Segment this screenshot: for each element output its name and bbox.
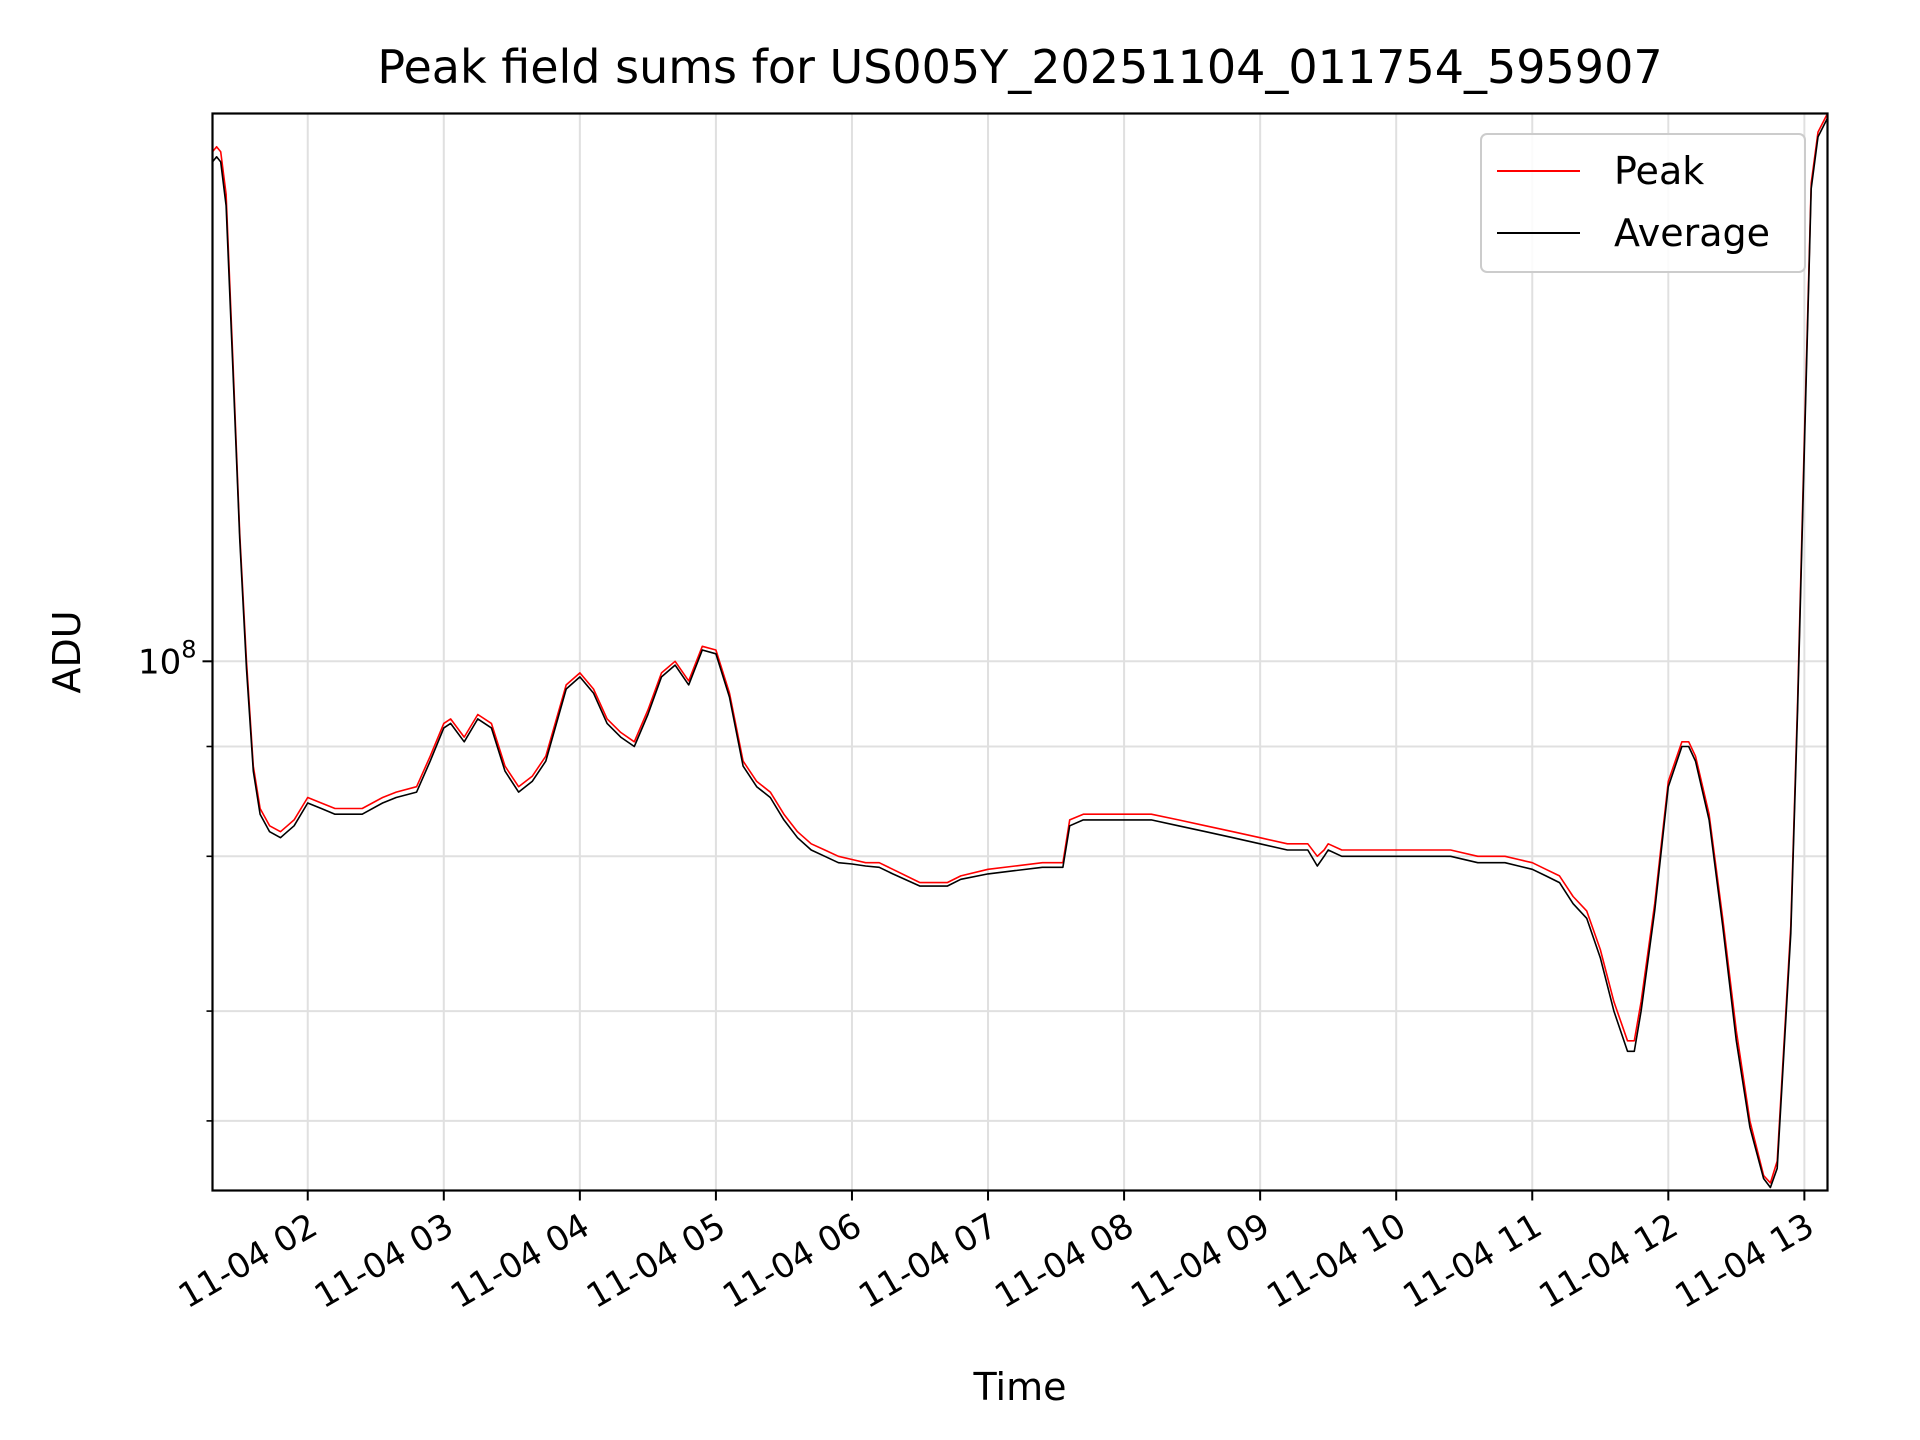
x-tick-label: 11-04 12 <box>1532 1206 1684 1317</box>
series-line-peak <box>211 113 1829 1184</box>
series-line-average <box>211 117 1829 1189</box>
legend-frame <box>1480 133 1806 273</box>
legend-label-peak: Peak <box>1614 149 1704 193</box>
x-tick-label: 11-04 10 <box>1260 1206 1412 1317</box>
x-tick-label: 11-04 11 <box>1396 1206 1548 1317</box>
series-lines <box>211 113 1829 1189</box>
plot-frame <box>211 112 1829 1192</box>
x-tick-label: 11-04 02 <box>172 1206 324 1317</box>
x-axis-label: Time <box>973 1365 1067 1409</box>
y-tick-label: 108 <box>138 635 197 682</box>
chart-title: Peak field sums for US005Y_20251104_0117… <box>377 40 1662 94</box>
x-tick-label: 11-04 06 <box>716 1206 868 1317</box>
x-tick-label: 11-04 13 <box>1668 1206 1820 1317</box>
x-tick-label: 11-04 03 <box>308 1206 460 1317</box>
x-tick-label: 11-04 04 <box>444 1206 596 1317</box>
x-tick-label: 11-04 07 <box>852 1206 1004 1317</box>
legend: Peak Average <box>1480 133 1806 273</box>
x-tick-label: 11-04 05 <box>580 1206 732 1317</box>
x-tick-label: 11-04 09 <box>1124 1206 1276 1317</box>
legend-label-average: Average <box>1614 211 1770 255</box>
grid <box>212 113 1828 1191</box>
x-tick-label: 11-04 08 <box>988 1206 1140 1317</box>
y-axis-label: ADU <box>45 610 89 693</box>
